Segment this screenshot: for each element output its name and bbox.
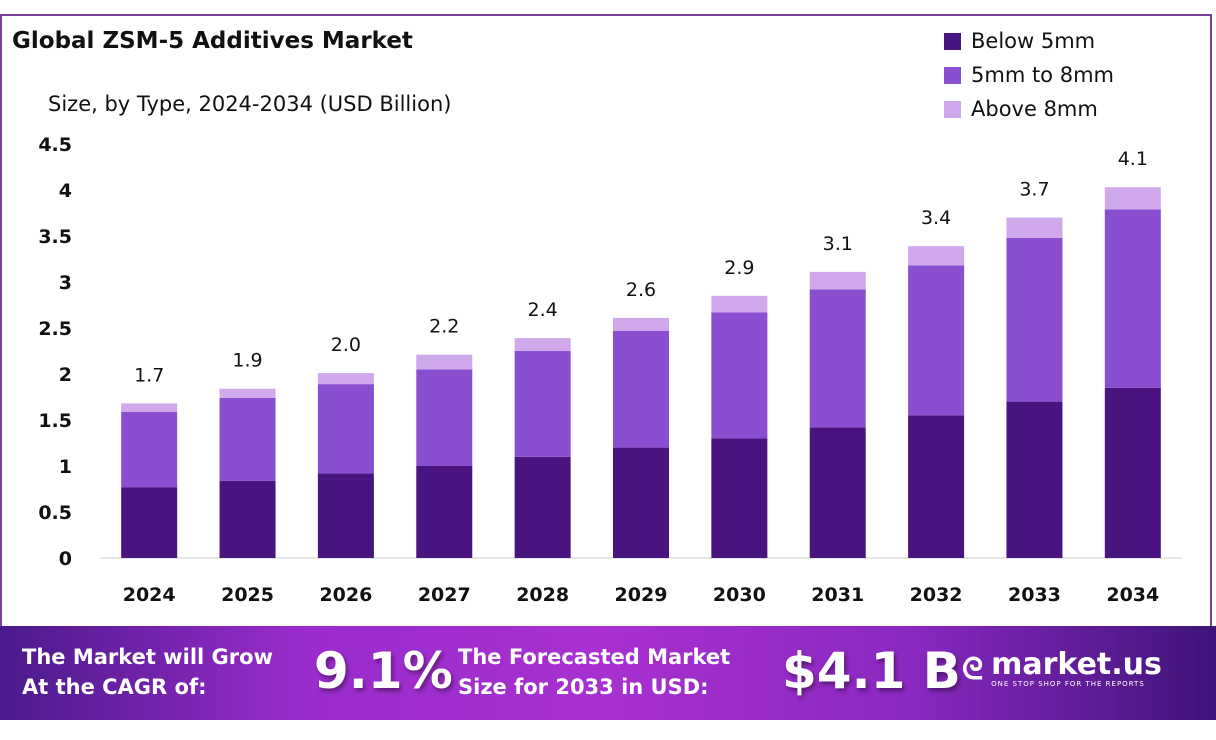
logo-tagline: ONE STOP SHOP FOR THE REPORTS — [991, 680, 1145, 688]
bar-segment — [121, 487, 178, 558]
forecast-label: The Forecasted Market Size for 2033 in U… — [458, 642, 730, 702]
legend-item-above-8mm: Above 8mm — [944, 92, 1114, 126]
cagr-value: 9.1% — [314, 642, 453, 700]
chart-title: Global ZSM-5 Additives Market — [12, 28, 413, 54]
bar-segment — [908, 265, 965, 416]
cagr-label-line1: The Market will Grow — [22, 645, 273, 669]
total-label: 2.6 — [626, 279, 656, 301]
total-label: 2.4 — [528, 299, 558, 321]
x-tick-label: 2027 — [418, 584, 471, 606]
bar-segment — [121, 411, 178, 488]
total-label: 4.1 — [1118, 148, 1148, 170]
x-tick-label: 2025 — [221, 584, 274, 606]
bar-segment — [219, 388, 276, 398]
bar-segment — [711, 295, 768, 313]
forecast-value: $4.1 B — [782, 642, 961, 700]
legend-label: Above 8mm — [971, 97, 1098, 121]
y-tick-label: 1.5 — [38, 410, 72, 432]
y-tick-label: 3.5 — [38, 226, 72, 248]
x-tick-label: 2024 — [123, 584, 176, 606]
x-tick-label: 2034 — [1106, 584, 1159, 606]
logo-icon: ᘓ — [962, 651, 984, 687]
bar-segment — [1006, 401, 1063, 558]
y-tick-label: 2.5 — [38, 318, 72, 340]
logo-name: market.us — [991, 647, 1162, 682]
y-tick-label: 3 — [59, 272, 72, 294]
bar-segment — [809, 427, 866, 558]
x-tick-label: 2028 — [516, 584, 569, 606]
legend-label: 5mm to 8mm — [971, 63, 1114, 87]
y-tick-label: 4.5 — [38, 134, 72, 156]
bar-segment — [1104, 387, 1161, 558]
forecast-label-line2: Size for 2033 in USD: — [458, 675, 709, 699]
footer-banner: The Market will Grow At the CAGR of: 9.1… — [0, 626, 1216, 720]
bar-segment — [317, 384, 374, 474]
legend-swatch — [944, 66, 961, 84]
total-label: 3.1 — [823, 233, 853, 255]
legend: Below 5mm 5mm to 8mm Above 8mm — [944, 24, 1114, 126]
bar-segment — [219, 480, 276, 558]
bar-segment — [613, 447, 669, 558]
y-tick-label: 4 — [59, 180, 72, 202]
bar-segment — [613, 330, 669, 448]
market-us-logo: ᘓ market.us ONE STOP SHOP FOR THE REPORT… — [962, 647, 1162, 689]
total-label: 1.7 — [134, 364, 164, 386]
bar-segment — [416, 354, 473, 370]
bar-segment — [416, 369, 473, 466]
total-label: 1.9 — [232, 350, 262, 372]
bar-segment — [416, 466, 473, 558]
total-label: 3.7 — [1019, 179, 1049, 201]
legend-item-below-5mm: Below 5mm — [944, 24, 1114, 58]
y-tick-label: 0 — [59, 548, 72, 570]
bar-segment — [317, 473, 374, 558]
chart-frame — [0, 14, 1212, 626]
bar-segment — [1104, 187, 1161, 210]
bar-segment — [121, 403, 178, 412]
bar-segment — [613, 317, 669, 331]
x-tick-label: 2029 — [615, 584, 668, 606]
total-label: 2.2 — [429, 316, 459, 338]
x-tick-label: 2031 — [811, 584, 864, 606]
y-tick-label: 2 — [59, 364, 72, 386]
forecast-label-line1: The Forecasted Market — [458, 645, 731, 669]
bar-segment — [809, 289, 866, 428]
x-tick-label: 2026 — [319, 584, 372, 606]
x-tick-label: 2033 — [1008, 584, 1061, 606]
bar-segment — [1006, 237, 1063, 402]
cagr-label-line2: At the CAGR of: — [22, 675, 207, 699]
bar-segment — [317, 373, 374, 385]
chart-subtitle: Size, by Type, 2024-2034 (USD Billion) — [48, 92, 452, 116]
bar-segment — [908, 415, 965, 558]
bar-segment — [809, 271, 866, 290]
legend-swatch — [944, 100, 961, 118]
total-label: 2.9 — [724, 257, 754, 279]
x-tick-label: 2030 — [713, 584, 766, 606]
bar-segment — [514, 351, 571, 457]
plot-area: 0 0.5 1 1.5 2 2.5 3 3.5 4 4.5 1.7 2024 1.9 2025 2.0 202… — [38, 134, 1182, 606]
bar-segment — [908, 246, 965, 266]
bar-segment — [1104, 209, 1161, 388]
x-tick-label: 2032 — [910, 584, 963, 606]
bar-segment — [711, 312, 768, 439]
bar-segment — [514, 456, 571, 558]
bar-segment — [514, 338, 571, 351]
total-label: 2.0 — [331, 334, 361, 356]
bar-segment — [1006, 217, 1063, 238]
legend-label: Below 5mm — [971, 29, 1096, 53]
legend-item-5mm-to-8mm: 5mm to 8mm — [944, 58, 1114, 92]
bar-segment — [711, 438, 768, 558]
cagr-label: The Market will Grow At the CAGR of: — [22, 642, 273, 702]
y-tick-label: 0.5 — [38, 502, 72, 524]
legend-swatch — [944, 32, 961, 50]
total-label: 3.4 — [921, 207, 951, 229]
y-tick-label: 1 — [59, 456, 72, 478]
bar-segment — [219, 397, 276, 481]
